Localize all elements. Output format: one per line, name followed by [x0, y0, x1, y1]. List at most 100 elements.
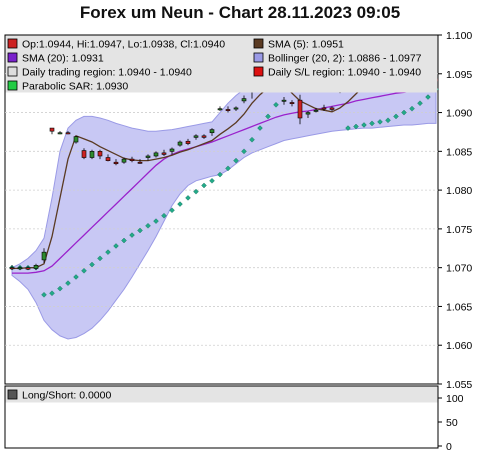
- main-legend: Op:1.0944, Hi:1.0947, Lo:1.0938, Cl:1.09…: [5, 35, 438, 93]
- sma20-path: [12, 87, 437, 274]
- candle-body: [81, 150, 87, 158]
- candle-body: [281, 99, 287, 102]
- candle: [233, 106, 239, 112]
- candle-body: [113, 161, 119, 165]
- y-tick-label: 1.055: [446, 379, 472, 391]
- candle: [89, 149, 95, 160]
- candle-body: [65, 132, 71, 135]
- y-tick-label: 100: [446, 393, 464, 405]
- legend-swatch: [7, 52, 18, 63]
- candle-body: [289, 102, 295, 104]
- candle: [17, 266, 23, 270]
- sar-dot: [105, 249, 111, 255]
- candle: [217, 106, 223, 112]
- candle: [329, 106, 335, 112]
- candle: [81, 148, 87, 160]
- sar-dot: [65, 280, 71, 286]
- lower-legend-swatch: [7, 389, 18, 400]
- candle-body: [169, 148, 175, 152]
- candle-body: [233, 107, 239, 110]
- candle: [281, 97, 287, 105]
- sar-dot: [137, 227, 143, 234]
- sar-dot: [209, 178, 215, 184]
- y-tick-label: 1.065: [446, 301, 472, 313]
- sar-dot: [41, 292, 47, 298]
- candle-body: [17, 267, 23, 270]
- candle-body: [305, 112, 311, 115]
- sar-dot: [401, 109, 407, 116]
- candle: [129, 156, 135, 163]
- candle-body: [225, 109, 231, 111]
- sar-dot: [161, 212, 167, 219]
- candle: [193, 134, 199, 140]
- candle-body: [57, 132, 63, 135]
- candle: [201, 134, 207, 139]
- y-tick-label: 1.095: [446, 69, 472, 81]
- sar-dot: [225, 165, 231, 172]
- candle: [9, 265, 15, 270]
- legend-box: [5, 35, 438, 93]
- y-tick-label: 50: [446, 417, 458, 429]
- legend-swatch: [7, 80, 18, 91]
- candle-body: [193, 135, 199, 138]
- candle: [153, 151, 159, 158]
- candle-body: [97, 151, 103, 157]
- sar-dot: [409, 105, 415, 112]
- candle-body: [241, 98, 247, 102]
- lower-legend: Long/Short: 0.0000: [5, 386, 438, 403]
- candle-body: [41, 251, 47, 261]
- sar-dot: [361, 122, 367, 128]
- candle: [209, 128, 215, 136]
- sar-dot: [97, 255, 103, 262]
- candle-body: [313, 109, 319, 112]
- candle-body: [137, 161, 143, 164]
- candle-body: [217, 108, 223, 111]
- candle: [225, 106, 231, 113]
- candle-body: [185, 140, 191, 144]
- y-tick-label: 1.060: [446, 340, 472, 352]
- candle: [161, 149, 167, 156]
- y-tick-label: 1.080: [446, 185, 472, 197]
- legend-label: Daily trading region: 1.0940 - 1.0940: [22, 67, 192, 79]
- candle: [73, 135, 79, 144]
- y-tick-label: 0: [446, 441, 452, 453]
- sar-dot: [169, 207, 175, 214]
- candle-body: [121, 158, 127, 163]
- candle-body: [49, 127, 55, 132]
- candle-body: [105, 157, 111, 161]
- candle: [177, 140, 183, 147]
- candle: [241, 95, 247, 104]
- candle-body: [25, 267, 31, 270]
- sar-dot: [353, 123, 359, 130]
- sar-dot: [345, 125, 351, 131]
- chart-title: Forex um Neun - Chart 28.11.2023 09:05: [79, 3, 401, 22]
- candle: [49, 127, 55, 135]
- sar-dot: [425, 94, 431, 100]
- sar-dot: [177, 201, 183, 207]
- candle: [185, 138, 191, 146]
- sar-dot: [121, 237, 127, 244]
- candle-body: [209, 129, 215, 134]
- candle-body: [73, 136, 79, 143]
- sar-dot: [153, 218, 159, 224]
- sar-dot: [217, 171, 223, 178]
- candle: [41, 248, 47, 264]
- legend-label: SMA (5): 1.0951: [268, 39, 344, 51]
- sar-dot: [265, 113, 271, 120]
- candle: [321, 104, 327, 112]
- legend-swatch: [7, 38, 18, 49]
- candle: [33, 263, 39, 270]
- legend-swatch: [253, 66, 264, 77]
- sar-dot: [81, 267, 87, 274]
- candle: [289, 100, 295, 107]
- legend-label: Op:1.0944, Hi:1.0947, Lo:1.0938, Cl:1.09…: [22, 39, 225, 51]
- candle-body: [9, 267, 15, 270]
- legend-label: Parabolic SAR: 1.0930: [22, 81, 128, 93]
- sar-dot: [49, 290, 55, 297]
- sar-dot: [249, 136, 255, 143]
- y-tick-label: 1.070: [446, 263, 472, 275]
- legend-swatch: [253, 38, 264, 49]
- sar-dot: [89, 261, 95, 268]
- candle: [65, 131, 71, 135]
